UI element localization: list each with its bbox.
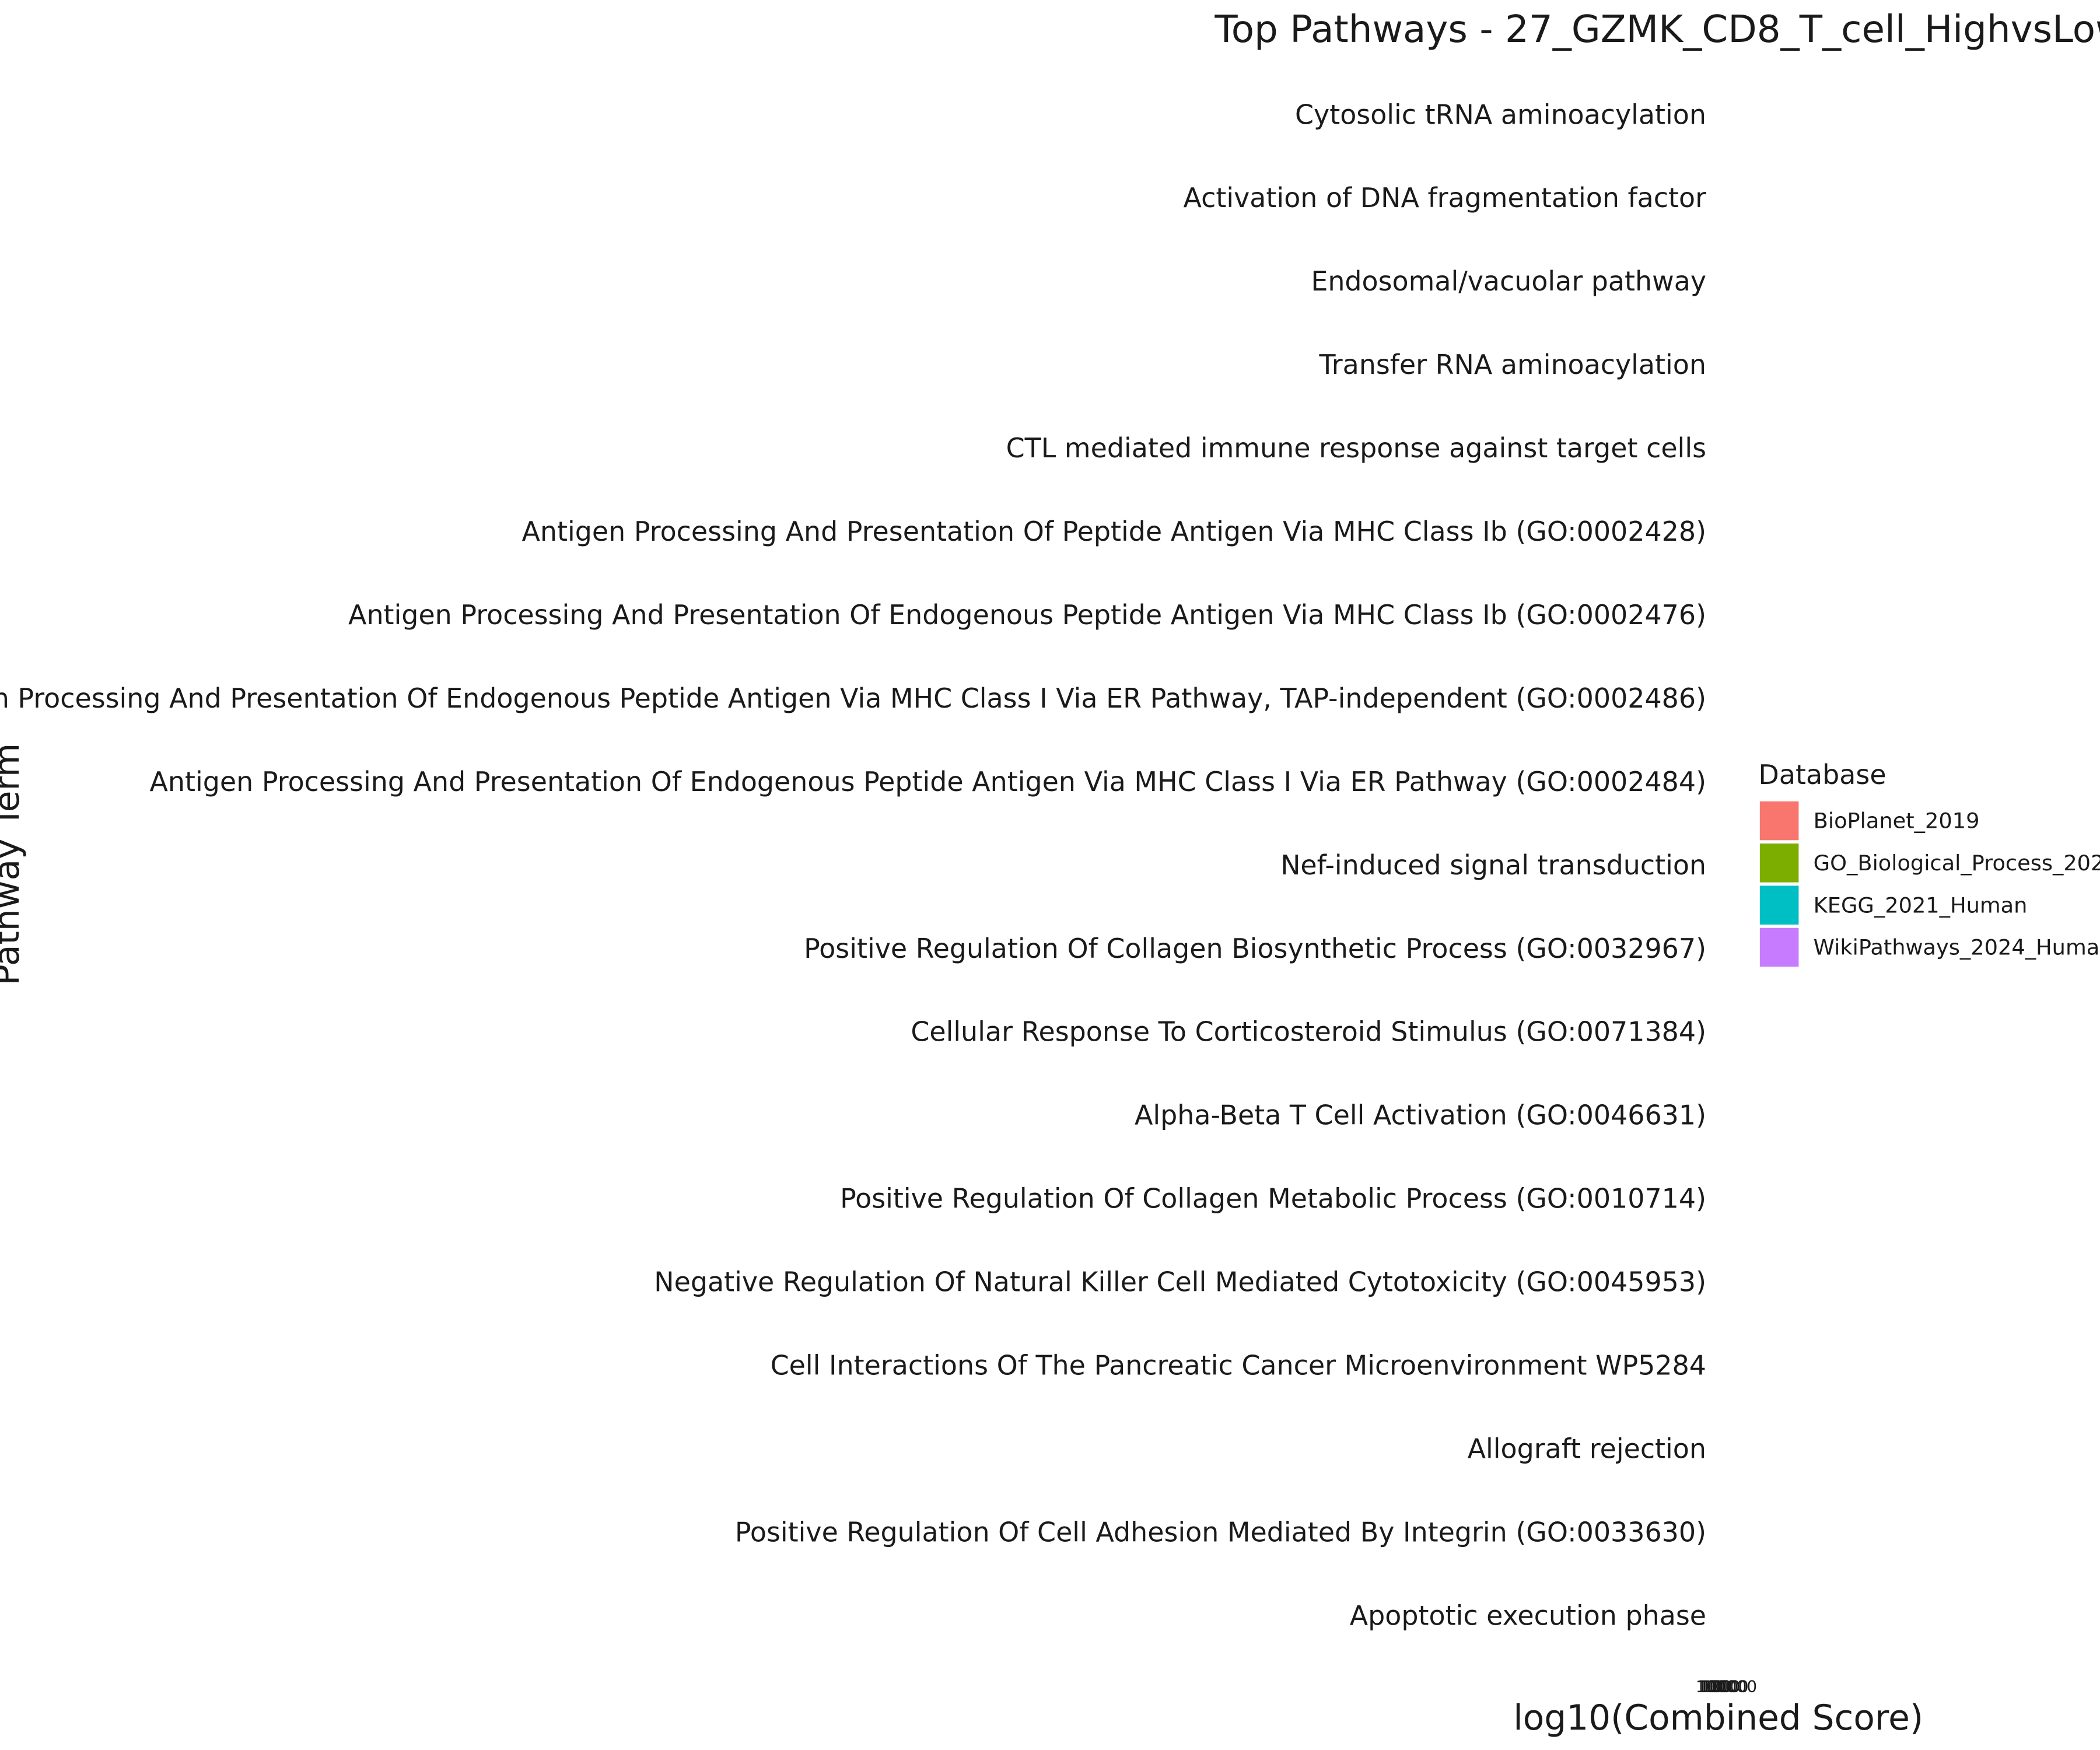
- y-tick-label: Positive Regulation Of Collagen Biosynth…: [804, 933, 1706, 964]
- chart-title: Top Pathways - 27_GZMK_CD8_T_cell_Highvs…: [1214, 8, 2100, 51]
- y-tick-label: Antigen Processing And Presentation Of P…: [522, 516, 1706, 547]
- legend-label: KEGG_2021_Human: [1814, 892, 2028, 918]
- legend-title: Database: [1759, 759, 1887, 790]
- x-tick-label: 100000: [1696, 1678, 1757, 1696]
- y-tick-label: Allograft rejection: [1468, 1433, 1706, 1465]
- legend-key: [1759, 886, 1799, 925]
- y-tick-label: Cellular Response To Corticosteroid Stim…: [911, 1016, 1706, 1048]
- x-tick-label: 10000: [1698, 1678, 1749, 1696]
- x-tick-label: 10: [1703, 1678, 1723, 1696]
- legend-label: GO_Biological_Process_2023: [1814, 850, 2100, 876]
- y-tick-label: Transfer RNA aminoacylation: [1318, 349, 1706, 380]
- legend-label: WikiPathways_2024_Human: [1814, 935, 2100, 960]
- legend-label: BioPlanet_2019: [1814, 808, 1980, 834]
- y-tick-label: Antigen Processing And Presentation Of E…: [348, 599, 1706, 631]
- x-tick-label: 1000: [1699, 1678, 1740, 1696]
- y-tick-label: Cell Interactions Of The Pancreatic Canc…: [771, 1350, 1706, 1381]
- y-tick-label: Alpha-Beta T Cell Activation (GO:0046631…: [1135, 1100, 1706, 1131]
- y-tick-label: Cytosolic tRNA aminoacylation: [1295, 99, 1706, 130]
- y-tick-label: Positive Regulation Of Cell Adhesion Med…: [735, 1516, 1706, 1548]
- y-tick-label: Nef-induced signal transduction: [1280, 849, 1706, 881]
- legend-key: [1759, 844, 1799, 883]
- legend-key: [1759, 801, 1799, 841]
- y-tick-label: Negative Regulation Of Natural Killer Ce…: [654, 1266, 1706, 1298]
- x-tick-label: 100: [1701, 1678, 1732, 1696]
- y-axis-label: Pathway Term: [0, 743, 27, 985]
- y-tick-label: Antigen Processing And Presentation Of E…: [0, 682, 1706, 714]
- y-tick-label: Endosomal/vacuolar pathway: [1311, 265, 1706, 297]
- y-tick-label: Antigen Processing And Presentation Of E…: [150, 766, 1706, 797]
- y-tick-label: Activation of DNA fragmentation factor: [1184, 182, 1707, 214]
- y-tick-label: Apoptotic execution phase: [1350, 1600, 1706, 1631]
- y-tick-label: CTL mediated immune response against tar…: [1006, 432, 1706, 464]
- y-tick-label: Positive Regulation Of Collagen Metaboli…: [840, 1183, 1706, 1214]
- legend-key: [1759, 928, 1799, 967]
- x-axis-label: log10(Combined Score): [1513, 1698, 1923, 1738]
